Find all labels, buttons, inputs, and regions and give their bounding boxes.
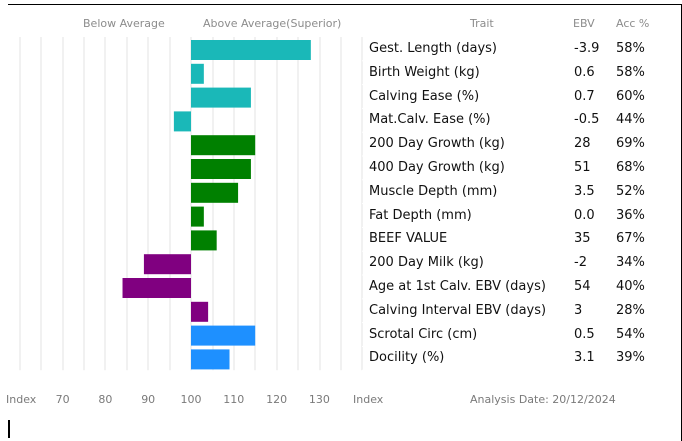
trait-name: Scrotal Circ (cm) [369, 326, 478, 342]
x-tick-label: 130 [308, 393, 330, 406]
analysis-date: Analysis Date: 20/12/2024 [470, 393, 616, 406]
acc-column-header: Acc % [616, 17, 650, 30]
trait-acc: 39% [616, 350, 645, 366]
bar [173, 111, 191, 132]
bar [191, 135, 256, 156]
trait-acc: 67% [616, 231, 645, 247]
bar [191, 182, 239, 203]
trait-ebv: -2 [574, 255, 587, 271]
trait-row: 400 Day Growth (kg) 51 68% [369, 156, 669, 180]
trait-row: 200 Day Milk (kg) -2 34% [369, 251, 669, 275]
trait-name: BEEF VALUE [369, 231, 448, 247]
trait-acc: 44% [616, 112, 645, 128]
trait-name: Calving Ease (%) [369, 88, 480, 104]
ebv-column-header: EBV [573, 17, 595, 30]
trait-row: Calving Interval EBV (days) 3 28% [369, 299, 669, 323]
trait-acc: 58% [616, 41, 645, 56]
x-tick-label: 100 [180, 393, 202, 406]
trait-name: 200 Day Growth (kg) [369, 136, 505, 152]
bar [191, 206, 204, 227]
trait-ebv: 3.1 [574, 350, 595, 366]
trait-column-header: Trait [470, 17, 494, 30]
bar [191, 230, 217, 251]
trait-name: Mat.Calv. Ease (%) [369, 112, 491, 128]
trait-ebv: -3.9 [574, 41, 600, 56]
bar [191, 40, 311, 60]
bar [122, 278, 191, 298]
x-tick-label: 90 [141, 393, 156, 406]
bar [191, 349, 230, 370]
trait-name: 400 Day Growth (kg) [369, 160, 505, 175]
index-label-right: Index [353, 393, 384, 406]
trait-acc: 40% [616, 279, 645, 294]
trait-name: Birth Weight (kg) [369, 64, 480, 80]
trait-ebv: 35 [574, 231, 591, 247]
trait-acc: 60% [616, 88, 645, 104]
x-tick-label: 110 [223, 393, 245, 406]
trait-name: Docility (%) [369, 350, 445, 366]
bar [191, 63, 204, 84]
trait-acc: 34% [616, 255, 645, 271]
trait-row: Fat Depth (mm) 0.0 36% [369, 204, 669, 228]
above-average-label: Above Average(Superior) [203, 17, 342, 30]
trait-ebv: 0.7 [574, 88, 595, 104]
trait-acc: 28% [616, 302, 645, 318]
trait-name: Fat Depth (mm) [369, 207, 472, 223]
trait-name: 200 Day Milk (kg) [369, 255, 484, 271]
bar [191, 159, 251, 179]
trait-row: Docility (%) 3.1 39% [369, 346, 669, 370]
left-border-tick [8, 420, 10, 438]
trait-acc: 68% [616, 160, 645, 175]
trait-ebv: 51 [574, 160, 591, 175]
trait-row: Gest. Length (days) -3.9 58% [369, 37, 669, 61]
trait-name: Calving Interval EBV (days) [369, 302, 547, 318]
bar [191, 87, 251, 108]
trait-row: Birth Weight (kg) 0.6 58% [369, 61, 669, 85]
trait-ebv: 54 [574, 279, 591, 294]
trait-name: Age at 1st Calv. EBV (days) [369, 279, 546, 294]
bar [191, 325, 256, 346]
top-border [8, 4, 682, 5]
trait-name: Gest. Length (days) [369, 41, 498, 56]
x-tick-label: 80 [98, 393, 113, 406]
trait-acc: 54% [616, 326, 645, 342]
trait-row: Scrotal Circ (cm) 0.5 54% [369, 323, 669, 347]
trait-acc: 52% [616, 183, 645, 199]
bar [191, 301, 209, 322]
trait-row: 200 Day Growth (kg) 28 69% [369, 132, 669, 156]
trait-row: BEEF VALUE 35 67% [369, 227, 669, 251]
trait-acc: 58% [616, 64, 645, 80]
trait-acc: 69% [616, 136, 645, 152]
trait-ebv: 0.5 [574, 326, 595, 342]
trait-ebv: 28 [574, 136, 591, 152]
trait-ebv: 0.6 [574, 64, 595, 80]
trait-ebv: -0.5 [574, 112, 600, 128]
trait-row: Calving Ease (%) 0.7 60% [369, 85, 669, 109]
trait-row: Mat.Calv. Ease (%) -0.5 44% [369, 108, 669, 132]
trait-ebv: 3 [574, 302, 583, 318]
below-average-label: Below Average [83, 17, 165, 30]
x-tick-label: 70 [55, 393, 70, 406]
trait-ebv: 3.5 [574, 183, 595, 199]
trait-row: Age at 1st Calv. EBV (days) 54 40% [369, 275, 669, 299]
index-label-left: Index [6, 393, 37, 406]
x-tick-label: 120 [266, 393, 288, 406]
trait-acc: 36% [616, 207, 645, 223]
trait-row: Muscle Depth (mm) 3.5 52% [369, 180, 669, 204]
bar [143, 254, 191, 275]
trait-name: Muscle Depth (mm) [369, 183, 498, 199]
trait-ebv: 0.0 [574, 207, 595, 223]
